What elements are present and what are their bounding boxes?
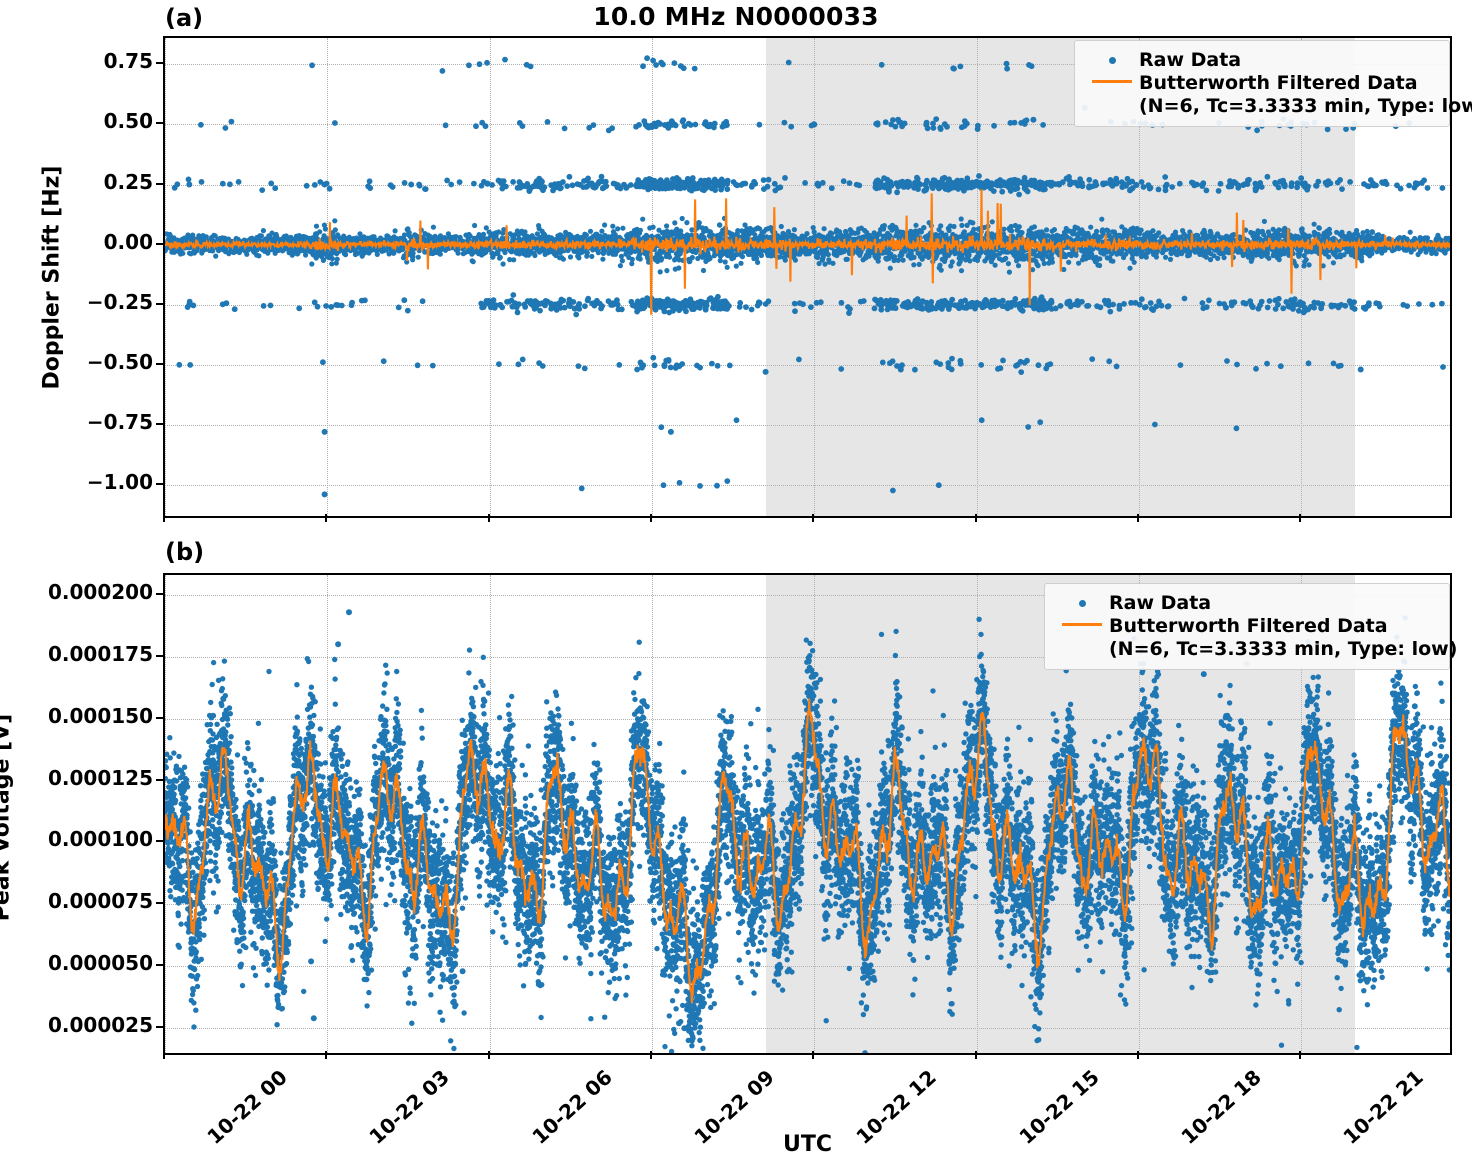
gridline-vertical <box>814 38 816 516</box>
raw-data-marker-icon <box>1085 49 1139 64</box>
gridline-horizontal <box>165 184 1450 186</box>
butterworth-filtered-line <box>165 189 1450 315</box>
gridline-horizontal <box>165 1028 1450 1030</box>
legend-filtered-label: Butterworth Filtered Data (N=6, Tc=3.3333… <box>1109 615 1457 660</box>
y-axis-tick-label: 0.000175 <box>3 642 153 666</box>
y-axis-tick-mark <box>156 592 163 595</box>
legend-filtered-line2: (N=6, Tc=3.3333 min, Type: low) <box>1109 638 1457 660</box>
x-axis-tick-mark <box>163 514 165 522</box>
y-axis-tick-mark <box>156 242 163 245</box>
gridline-horizontal <box>165 304 1450 306</box>
legend-entry-raw: Raw Data <box>1085 49 1437 71</box>
y-axis-tick-mark <box>156 840 163 843</box>
y-axis-tick-mark <box>156 62 163 65</box>
gridline-vertical <box>327 575 329 1053</box>
legend-entry-filtered: Butterworth Filtered Data (N=6, Tc=3.3333… <box>1085 72 1472 117</box>
x-axis-tick-mark <box>1299 514 1302 522</box>
filtered-line-icon <box>1085 72 1139 84</box>
y-axis-tick-mark <box>156 964 163 967</box>
gridline-vertical <box>327 38 329 516</box>
panel-a-legend: Raw Data Butterworth Filtered Data (N=6, … <box>1074 40 1472 128</box>
y-axis-tick-label: −0.50 <box>3 350 153 374</box>
panel-b-legend: Raw Data Butterworth Filtered Data (N=6, … <box>1044 583 1457 671</box>
x-axis-tick-mark <box>812 514 815 522</box>
figure-title: 10.0 MHz N0000033 <box>0 2 1472 31</box>
gridline-horizontal <box>165 842 1450 844</box>
legend-filtered-line1: Butterworth Filtered Data <box>1109 615 1388 637</box>
x-axis-tick-mark <box>325 1051 328 1059</box>
gridline-vertical <box>1138 38 1140 516</box>
gridline-horizontal <box>165 904 1450 906</box>
panel-b-tag: (b) <box>165 538 204 566</box>
y-axis-tick-mark <box>156 1026 163 1029</box>
gridline-horizontal <box>165 484 1450 486</box>
y-axis-tick-label: 0.000050 <box>3 951 153 975</box>
x-axis-tick-mark <box>163 1051 165 1059</box>
y-axis-tick-mark <box>156 182 163 185</box>
gridline-horizontal <box>165 124 1450 126</box>
gridline-vertical <box>489 38 491 516</box>
x-axis-tick-mark <box>487 1051 490 1059</box>
y-axis-tick-label: 0.25 <box>3 170 153 194</box>
x-axis-tick-mark <box>325 514 328 522</box>
y-axis-tick-label: 0.000150 <box>3 704 153 728</box>
raw-data-marker-icon <box>1055 592 1109 607</box>
y-axis-tick-label: 0.50 <box>3 109 153 133</box>
x-axis-tick-mark <box>974 1051 977 1059</box>
y-axis-tick-label: 0.75 <box>3 49 153 73</box>
y-axis-tick-label: 0.000200 <box>3 580 153 604</box>
y-axis-tick-label: 0.000075 <box>3 889 153 913</box>
y-axis-tick-label: −1.00 <box>3 470 153 494</box>
legend-entry-filtered: Butterworth Filtered Data (N=6, Tc=3.3333… <box>1055 615 1457 660</box>
gridline-vertical <box>976 38 978 516</box>
x-axis-tick-mark <box>974 514 977 522</box>
y-axis-tick-mark <box>156 778 163 781</box>
y-axis-tick-mark <box>156 122 163 125</box>
y-axis-tick-label: 0.000100 <box>3 827 153 851</box>
filtered-line-icon <box>1055 615 1109 627</box>
legend-filtered-line1: Butterworth Filtered Data <box>1139 72 1418 94</box>
y-axis-tick-label: 0.00 <box>3 230 153 254</box>
x-axis-tick-mark <box>649 514 652 522</box>
data-series-canvas <box>165 609 1450 1053</box>
x-axis-tick-mark <box>487 514 490 522</box>
x-axis-tick-mark <box>1136 514 1139 522</box>
gridline-vertical <box>1301 38 1303 516</box>
y-axis-tick-mark <box>156 362 163 365</box>
y-axis-tick-label: −0.25 <box>3 290 153 314</box>
x-axis-tick-mark <box>812 1051 815 1059</box>
y-axis-tick-mark <box>156 902 163 905</box>
gridline-horizontal <box>165 64 1450 66</box>
panel-a-tag: (a) <box>165 4 203 32</box>
gridline-horizontal <box>165 424 1450 426</box>
x-axis-tick-mark <box>1299 1051 1302 1059</box>
butterworth-filtered-line <box>165 698 1450 1004</box>
gridline-horizontal <box>165 594 1450 596</box>
legend-entry-raw: Raw Data <box>1055 592 1437 614</box>
x-axis-tick-mark <box>1136 1051 1139 1059</box>
legend-filtered-label: Butterworth Filtered Data (N=6, Tc=3.3333… <box>1139 72 1472 117</box>
gridline-horizontal <box>165 966 1450 968</box>
y-axis-tick-mark <box>156 716 163 719</box>
y-axis-tick-label: 0.000025 <box>3 1013 153 1037</box>
x-axis-label: UTC <box>163 1132 1452 1157</box>
y-axis-tick-label: −0.75 <box>3 410 153 434</box>
data-series-canvas <box>165 55 1450 498</box>
gridline-vertical <box>165 38 166 516</box>
x-axis-tick-mark <box>649 1051 652 1059</box>
y-axis-tick-mark <box>156 422 163 425</box>
raw-data-scatter <box>165 609 1450 1053</box>
y-axis-tick-mark <box>156 302 163 305</box>
gridline-horizontal <box>165 364 1450 366</box>
y-axis-tick-mark <box>156 654 163 657</box>
legend-raw-label: Raw Data <box>1109 592 1211 614</box>
legend-raw-label: Raw Data <box>1139 49 1241 71</box>
gridline-vertical <box>1138 575 1140 1053</box>
y-axis-tick-mark <box>156 482 163 485</box>
legend-filtered-line2: (N=6, Tc=3.3333 min, Type: low) <box>1139 95 1472 117</box>
y-axis-tick-label: 0.000125 <box>3 766 153 790</box>
